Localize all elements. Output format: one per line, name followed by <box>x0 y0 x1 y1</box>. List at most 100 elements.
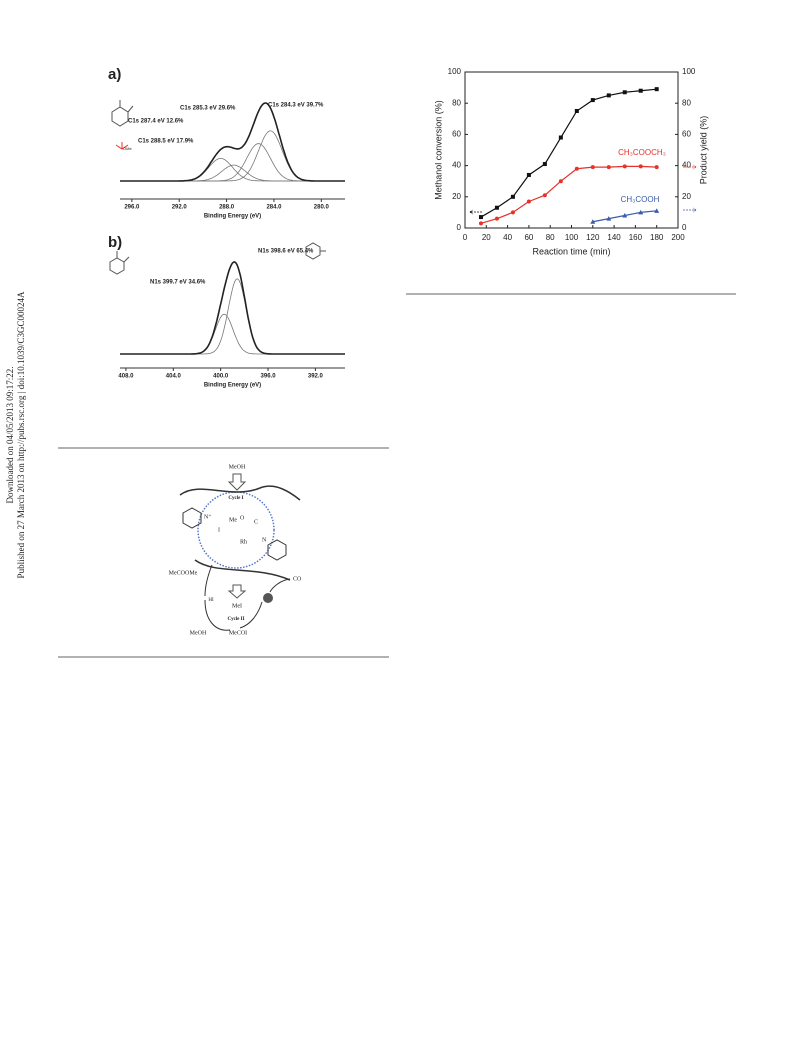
marker <box>638 88 643 93</box>
series-name: CH₃COOH <box>621 195 660 204</box>
marker <box>558 179 563 184</box>
x-tick-label: 0 <box>463 233 468 242</box>
rh-ball <box>263 593 273 603</box>
x-tick-label: 160 <box>629 233 643 242</box>
peak-label: C1s 288.5 eV 17.9% <box>138 139 194 145</box>
scheme-label: MeCOOMe <box>169 570 198 576</box>
x-tick-label: 280.0 <box>314 205 330 211</box>
peak-component <box>120 278 345 355</box>
scheme-label: Rh <box>240 539 247 545</box>
scheme-label: N <box>262 537 267 543</box>
x-tick-label: 40 <box>503 233 512 242</box>
scheme-label: CO <box>293 576 302 582</box>
marker <box>574 109 579 113</box>
y-axis-title: Methanol conversion (%) <box>433 100 443 200</box>
x-axis-title: Binding Energy (eV) <box>204 383 261 389</box>
peak-label: C1s 284.3 eV 39.7% <box>268 103 324 109</box>
y-tick-label: 100 <box>448 67 462 76</box>
y2-axis-title: Product yield (%) <box>698 116 708 185</box>
scheme-label: Me <box>229 517 237 523</box>
x-tick-label: 408.0 <box>118 374 134 380</box>
y2-tick-label: 20 <box>682 192 691 201</box>
scheme-label: Cycle II <box>227 617 244 622</box>
marker <box>478 215 483 220</box>
sidebar-line: Downloaded on 04/05/2013 09:17:22. <box>5 367 15 504</box>
marker <box>494 205 499 210</box>
arrow <box>227 584 247 599</box>
cycle-circle <box>197 491 275 569</box>
marker <box>526 172 531 177</box>
ring-icon <box>111 106 129 127</box>
x-tick-label: 80 <box>546 233 555 242</box>
axis-arrow <box>683 164 697 170</box>
sidebar-line: Published on 27 March 2013 on http://pub… <box>16 291 26 578</box>
x-tick-label: 392.0 <box>308 374 324 380</box>
marker <box>638 209 644 215</box>
arrow <box>227 473 247 491</box>
panel-label: b) <box>108 234 122 251</box>
series-line <box>480 165 657 224</box>
y-tick-label: 0 <box>457 223 462 232</box>
y-tick-label: 60 <box>452 130 461 139</box>
marker <box>606 93 611 98</box>
x-axis-title: Binding Energy (eV) <box>204 214 261 220</box>
x-tick-label: 396.0 <box>261 374 277 380</box>
conversion-chart: 0 20 40 60 80 100 120 140 160 180 2000204060801000… <box>433 67 708 256</box>
peak-label: N1s 398.6 eV 65.4% <box>258 249 314 255</box>
panel-label: a) <box>108 66 121 83</box>
y-tick-label: 20 <box>452 192 461 201</box>
marker <box>478 221 483 226</box>
x-tick-label: 180 <box>650 233 664 242</box>
axis-arrow <box>683 207 697 213</box>
x-tick-label: 400.0 <box>213 374 229 380</box>
molecule-icons <box>109 100 326 275</box>
marker <box>606 216 612 221</box>
x-tick-label: 60 <box>524 233 533 242</box>
scheme-label: MeOH <box>229 464 246 470</box>
marker <box>606 165 611 170</box>
marker <box>510 194 515 199</box>
y2-tick-label: 0 <box>682 223 687 232</box>
y2-tick-label: 100 <box>682 67 696 76</box>
ester-icon <box>115 142 129 150</box>
cycle-arrow <box>204 564 291 631</box>
scheme-label: Cycle I <box>228 496 243 501</box>
scheme-label: MeI <box>232 603 242 609</box>
x-tick-label: 284.0 <box>266 205 282 211</box>
x-tick-label: 296.0 <box>124 205 140 211</box>
series-line <box>480 88 657 218</box>
marker <box>558 135 563 140</box>
x-tick-label: 288.0 <box>219 205 235 211</box>
peak-label: C1s 287.4 eV 12.6% <box>128 119 184 125</box>
y2-tick-label: 80 <box>682 98 691 107</box>
sidebar: Downloaded on 04/05/2013 09:17:22. Publi… <box>5 291 26 578</box>
marker <box>526 199 531 204</box>
marker <box>590 165 595 170</box>
marker <box>638 164 643 169</box>
marker <box>542 162 547 167</box>
scheme-label: C <box>254 519 258 525</box>
marker <box>590 219 596 224</box>
ring-icon <box>305 242 321 260</box>
marker <box>654 208 660 213</box>
annotation: OMe <box>123 146 132 151</box>
marker <box>654 165 659 170</box>
x-tick-label: 100 <box>565 233 579 242</box>
marker <box>622 213 628 218</box>
x-tick-label: 200 <box>671 233 685 242</box>
x-axis-title: Reaction time (min) <box>532 246 610 256</box>
xps-panel-a: a) 296.0 292.0 288.0 284.0 280.0 Binding Energ… <box>108 66 345 220</box>
scheme-label: N⁺ <box>204 514 212 520</box>
marker <box>574 166 579 171</box>
peak-component <box>120 143 345 182</box>
peak-label: N1s 399.7 eV 34.6% <box>150 280 206 286</box>
series-name: CH₃COOCH₃ <box>618 148 666 157</box>
marker <box>510 210 515 215</box>
y2-tick-label: 40 <box>682 161 691 170</box>
xps-panel-b: b) 408.0 404.0 400.0 396.0 392.0 Binding Energ… <box>108 234 345 389</box>
y-tick-label: 80 <box>452 98 461 107</box>
scheme-label: MeOH <box>190 630 207 636</box>
x-tick-label: 404.0 <box>166 374 182 380</box>
peak-component <box>120 313 345 355</box>
